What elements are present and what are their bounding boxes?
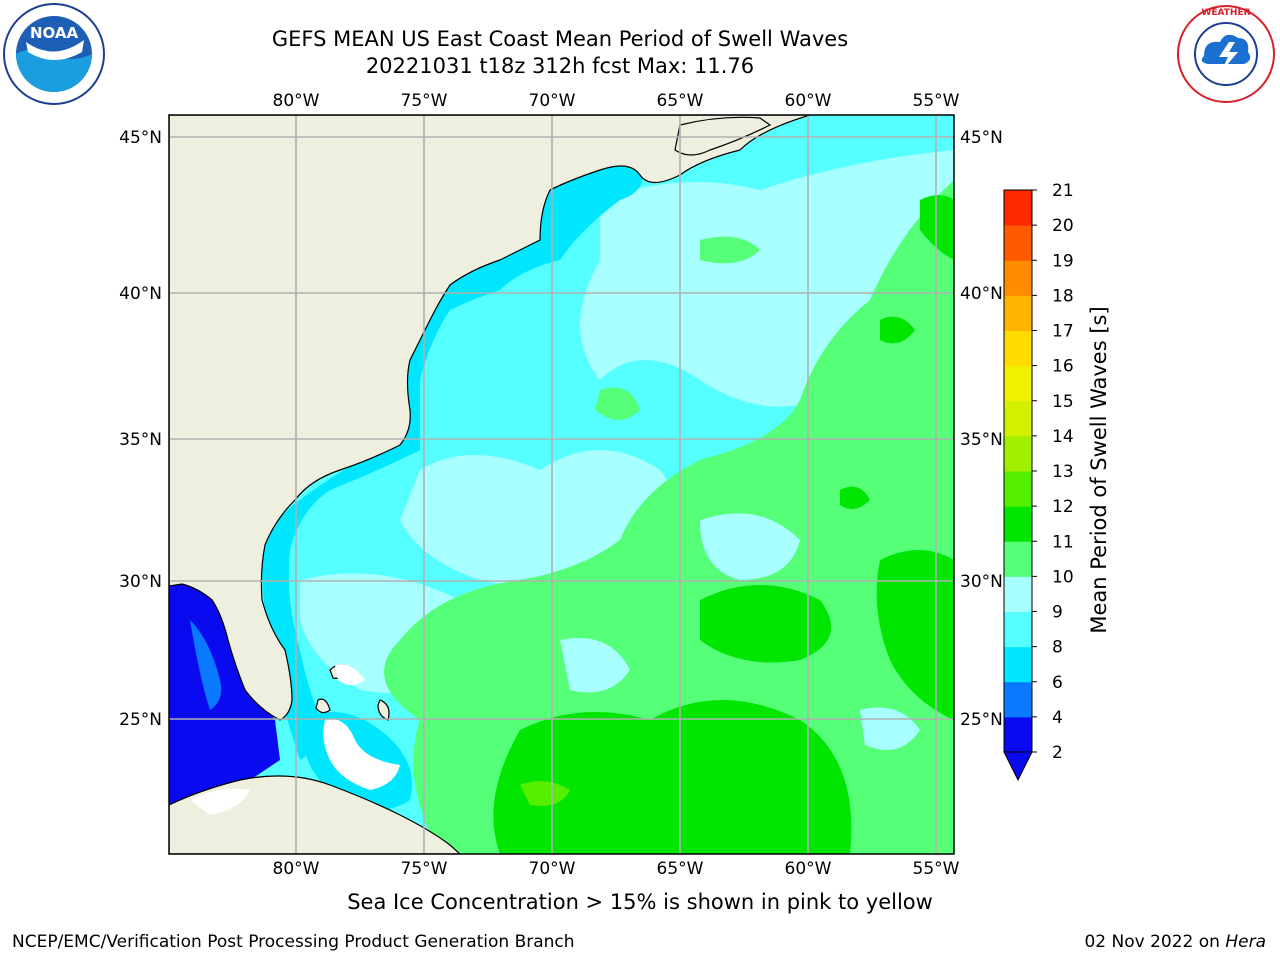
colorbar-segment — [1004, 716, 1032, 753]
colorbar-segment — [1004, 400, 1032, 437]
swell-field-8-9s-islands — [560, 513, 920, 750]
lat-labels-left: 45°N 40°N 35°N 30°N 25°N — [119, 128, 162, 730]
colorbar-tick-label: 8 — [1052, 638, 1063, 658]
svg-text:WEATHER: WEATHER — [1201, 8, 1250, 18]
lon-label: 70°W — [529, 859, 576, 879]
colorbar-tick-label: 15 — [1052, 392, 1074, 412]
lon-label: 75°W — [401, 91, 448, 111]
lon-label: 60°W — [785, 91, 832, 111]
colorbar-segment — [1004, 611, 1032, 648]
colorbar-label: Mean Period of Swell Waves [s] — [1087, 306, 1111, 633]
lon-labels-bottom: 80°W 75°W 70°W 65°W 60°W 55°W — [273, 859, 960, 879]
lon-labels-top: 80°W 75°W 70°W 65°W 60°W 55°W — [273, 91, 960, 111]
lon-label: 80°W — [273, 91, 320, 111]
machine-name: Hera — [1225, 932, 1266, 952]
colorbar-tick-label: 18 — [1052, 286, 1074, 306]
colorbar-segment — [1004, 576, 1032, 612]
no-data-shoals — [190, 664, 400, 815]
colorbar-segment — [1004, 506, 1032, 542]
colorbar-under-arrow — [1003, 751, 1033, 782]
colorbar-tick-label: 12 — [1052, 497, 1074, 517]
colorbar-tick-label: 21 — [1052, 181, 1074, 201]
colorbar-segment — [1004, 646, 1032, 683]
colorbar-segment — [1004, 295, 1032, 331]
lat-label: 45°N — [119, 128, 162, 148]
colorbar-segment — [1004, 225, 1032, 261]
colorbar-tick-label: 14 — [1052, 427, 1074, 447]
lon-label: 55°W — [913, 859, 960, 879]
credit-line: NCEP/EMC/Verification Post Processing Pr… — [12, 932, 575, 952]
lat-label: 40°N — [960, 284, 1003, 304]
noaa-logo: NOAA — [3, 3, 105, 105]
lon-label: 55°W — [913, 91, 960, 111]
colorbar-segment — [1004, 330, 1032, 367]
colorbar-tick-label: 16 — [1052, 357, 1074, 377]
swell-field-10-11s — [493, 195, 954, 854]
colorbar-tick-label: 10 — [1052, 567, 1074, 587]
nws-logo: WEATHER — [1176, 4, 1276, 104]
swell-field-11-12s — [520, 781, 570, 806]
lat-label: 25°N — [119, 710, 162, 730]
colorbar-segment — [1004, 260, 1032, 296]
lon-label: 70°W — [529, 91, 576, 111]
colorbar-segment — [1004, 365, 1032, 402]
lon-label: 80°W — [273, 859, 320, 879]
colorbar-tick-label: 20 — [1052, 216, 1074, 236]
lat-label: 30°N — [119, 572, 162, 592]
lon-label: 75°W — [401, 859, 448, 879]
colorbar-tick-label: 11 — [1052, 532, 1074, 552]
colorbar-segment — [1004, 190, 1032, 226]
colorbar-tick-label: 19 — [1052, 251, 1074, 271]
svg-text:NOAA: NOAA — [30, 24, 79, 42]
map-subtitle: 20221031 t18z 312h fcst Max: 11.76 — [365, 54, 755, 78]
colorbar-segment — [1004, 541, 1032, 577]
lat-labels-right: 45°N 40°N 35°N 30°N 25°N — [960, 128, 1003, 730]
graticule — [169, 115, 954, 854]
swell-field-9-10s — [384, 180, 954, 854]
lon-label: 60°W — [785, 859, 832, 879]
lat-label: 35°N — [960, 430, 1003, 450]
lat-label: 45°N — [960, 128, 1003, 148]
lon-label: 65°W — [657, 91, 704, 111]
colorbar-tick-label: 2 — [1052, 743, 1063, 763]
colorbar-segment — [1004, 681, 1032, 718]
colorbar-tick-label: 4 — [1052, 708, 1063, 728]
sea-ice-note: Sea Ice Concentration > 15% is shown in … — [347, 890, 933, 914]
colorbar-tick-label: 13 — [1052, 462, 1074, 482]
map-frame — [168, 114, 955, 855]
date-text: 02 Nov 2022 on — [1084, 932, 1220, 952]
colorbar: 2 4 6 8 9 10 11 12 13 14 15 16 17 18 19 20 21 — [1003, 181, 1074, 782]
lat-label: 40°N — [119, 284, 162, 304]
lat-label: 25°N — [960, 710, 1003, 730]
lat-label: 30°N — [960, 572, 1003, 592]
colorbar-segment — [1004, 435, 1032, 472]
date-stamp: 02 Nov 2022 on Hera — [1084, 932, 1266, 952]
colorbar-tick-label: 17 — [1052, 322, 1074, 342]
map-panel — [169, 115, 954, 854]
colorbar-segment — [1004, 471, 1032, 507]
lon-label: 65°W — [657, 859, 704, 879]
colorbar-tick-label: 6 — [1052, 673, 1063, 693]
map-title: GEFS MEAN US East Coast Mean Period of S… — [271, 27, 849, 51]
colorbar-tick-label: 9 — [1052, 603, 1063, 623]
lat-label: 35°N — [119, 430, 162, 450]
